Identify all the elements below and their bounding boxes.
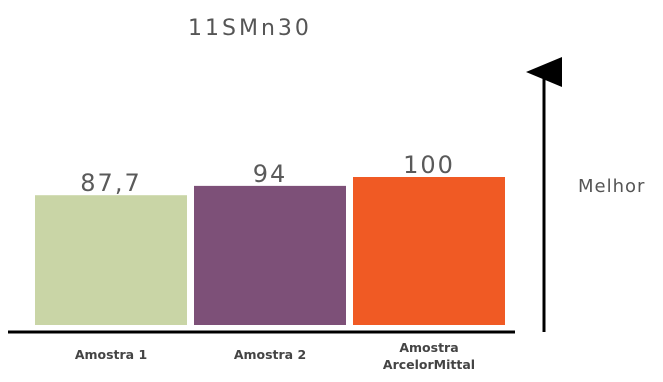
category-label-line: ArcelorMittal bbox=[383, 357, 475, 372]
bar-2 bbox=[194, 185, 346, 325]
bar-1 bbox=[35, 195, 187, 325]
better-direction-label: Melhor bbox=[578, 176, 645, 197]
bar-3 bbox=[353, 177, 505, 325]
category-label-1: Amostra 1 bbox=[75, 347, 147, 362]
category-label-line: Amostra 2 bbox=[234, 347, 306, 362]
category-label-line: Amostra 1 bbox=[75, 347, 147, 362]
value-label-2: 94 bbox=[253, 160, 288, 188]
value-label-3: 100 bbox=[403, 151, 455, 179]
chart-title: 11SMn30 bbox=[188, 16, 312, 41]
value-labels-layer: 87,7 94 100 bbox=[80, 151, 455, 197]
category-label-3: Amostra ArcelorMittal bbox=[383, 340, 475, 372]
category-labels-layer: Amostra 1 Amostra 2 Amostra ArcelorMittal bbox=[75, 340, 475, 372]
category-label-2: Amostra 2 bbox=[234, 347, 306, 362]
bars-layer bbox=[35, 177, 505, 325]
value-label-1: 87,7 bbox=[80, 169, 141, 197]
category-label-line: Amostra bbox=[399, 340, 458, 355]
